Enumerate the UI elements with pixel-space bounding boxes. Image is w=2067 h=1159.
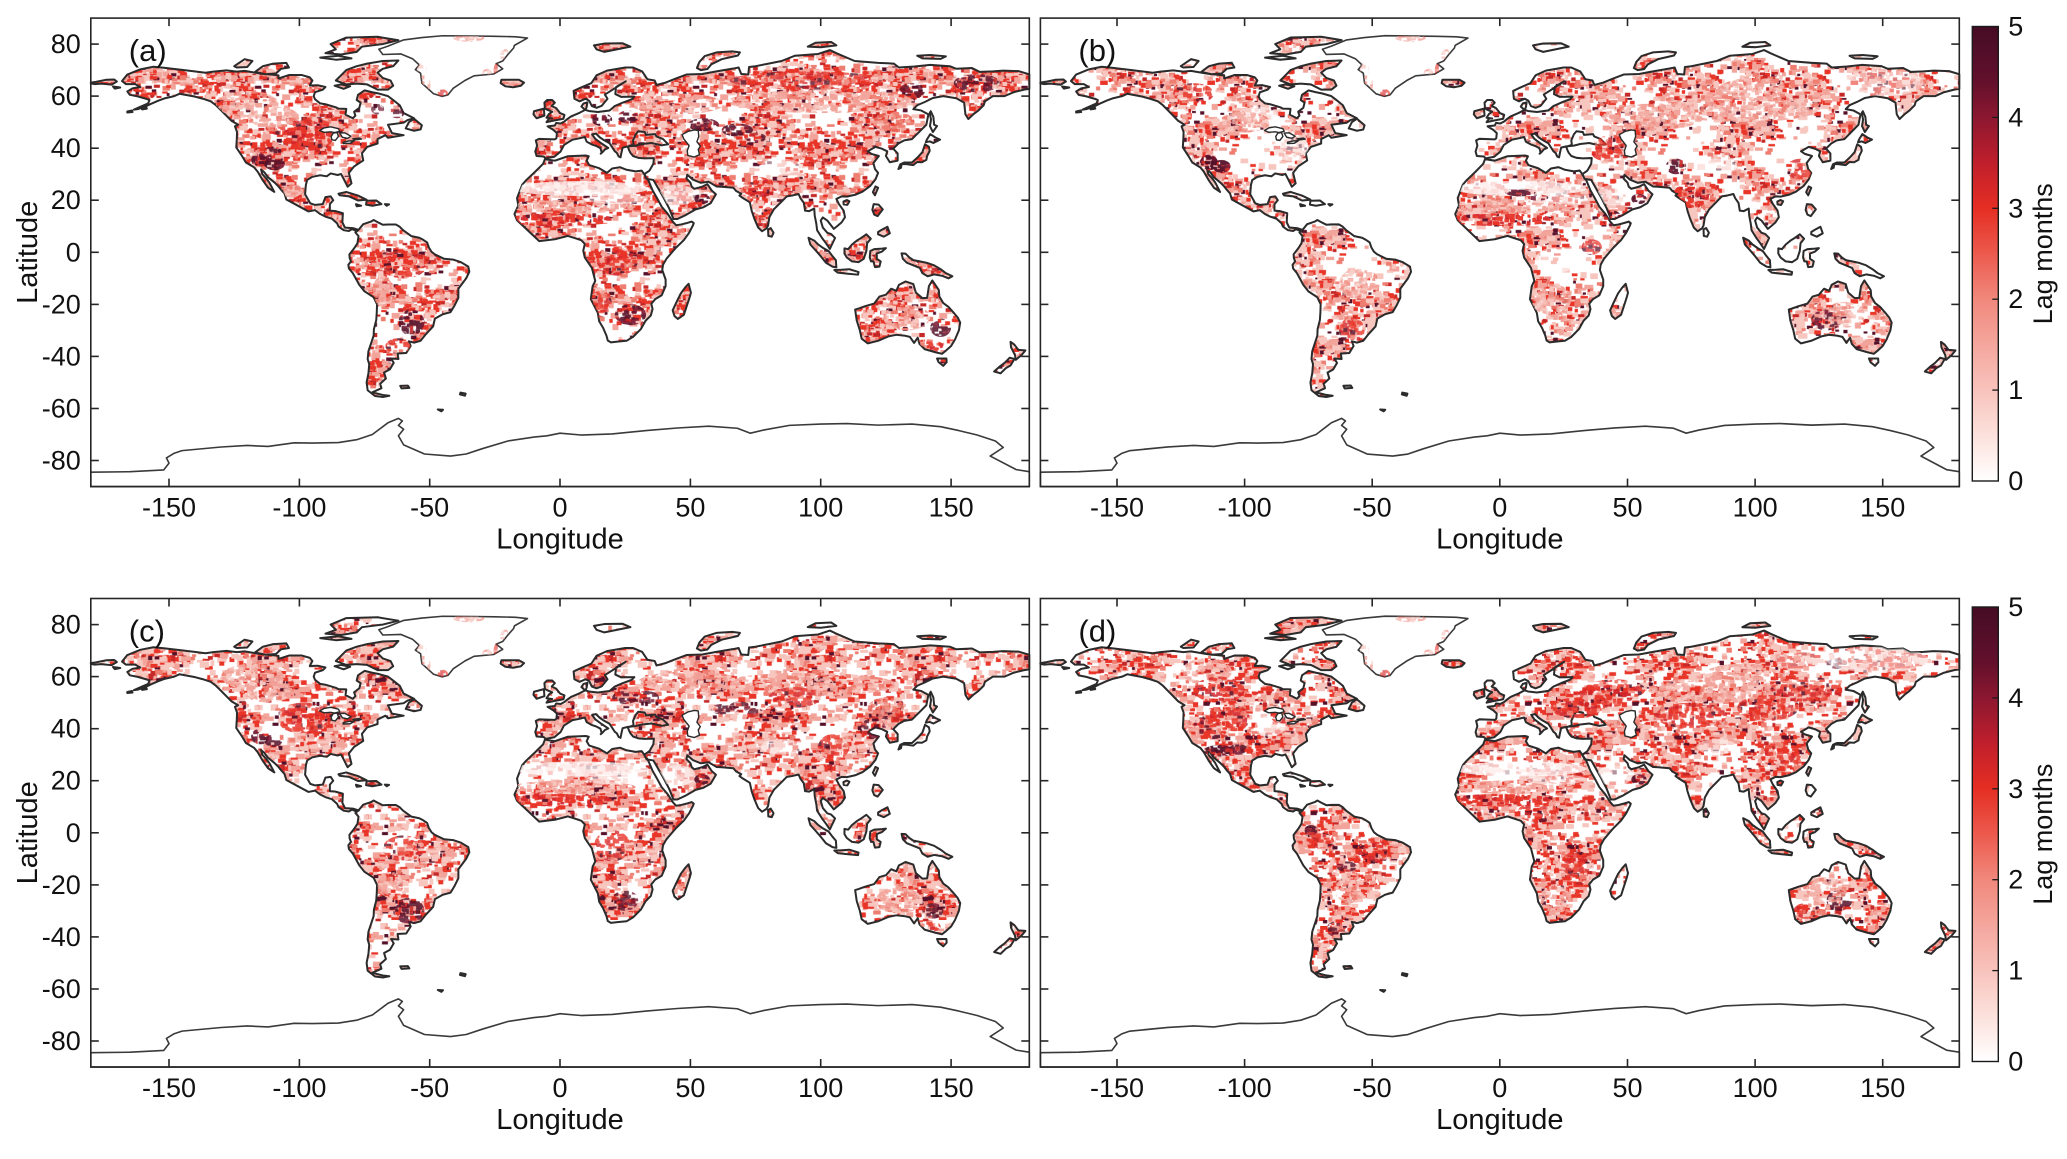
svg-text:0: 0	[552, 493, 567, 523]
svg-text:-150: -150	[1090, 493, 1144, 523]
svg-text:-40: -40	[42, 341, 81, 371]
svg-text:Longitude: Longitude	[496, 524, 623, 556]
svg-text:-100: -100	[272, 493, 326, 523]
svg-text:-150: -150	[142, 493, 196, 523]
svg-text:100: 100	[798, 493, 843, 523]
svg-text:60: 60	[51, 81, 81, 111]
svg-text:-20: -20	[42, 289, 81, 319]
svg-text:-60: -60	[42, 394, 81, 424]
svg-text:50: 50	[675, 493, 705, 523]
svg-text:Latitude: Latitude	[12, 201, 44, 304]
svg-text:-80: -80	[42, 446, 81, 476]
svg-text:80: 80	[51, 29, 81, 59]
svg-text:20: 20	[51, 185, 81, 215]
svg-text:0: 0	[66, 237, 81, 267]
svg-text:150: 150	[929, 493, 974, 523]
svg-text:(a): (a)	[129, 33, 167, 68]
svg-text:-100: -100	[1218, 493, 1272, 523]
svg-text:-50: -50	[410, 493, 449, 523]
svg-text:40: 40	[51, 133, 81, 163]
